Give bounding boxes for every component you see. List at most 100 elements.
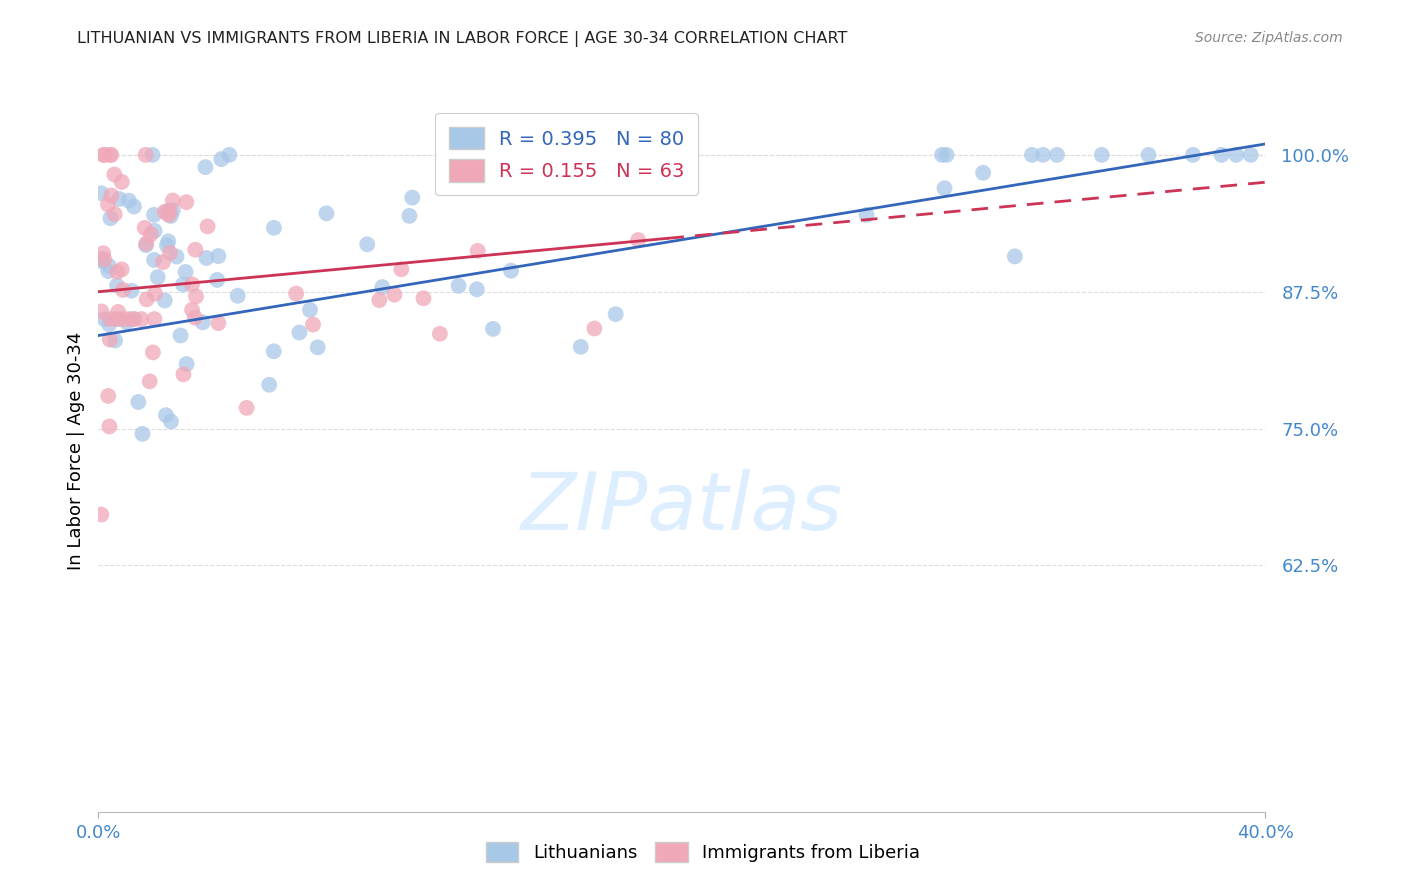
Point: [401, 191, 423, 205]
Point: [143, 224, 166, 238]
Point: [97, 389, 120, 403]
Point: [540, 148, 562, 162]
Y-axis label: In Labor Force | Age 30-34: In Labor Force | Age 30-34: [66, 331, 84, 570]
Point: [93, 312, 115, 326]
Text: LITHUANIAN VS IMMIGRANTS FROM LIBERIA IN LABOR FORCE | AGE 30-34 CORRELATION CHA: LITHUANIAN VS IMMIGRANTS FROM LIBERIA IN…: [77, 31, 848, 47]
Point: [184, 310, 207, 325]
Point: [934, 181, 956, 195]
Point: [98, 312, 121, 326]
Point: [583, 321, 606, 335]
Point: [315, 206, 337, 220]
Point: [197, 219, 219, 234]
Point: [97, 197, 120, 211]
Point: [166, 250, 188, 264]
Point: [162, 203, 184, 218]
Point: [157, 235, 180, 249]
Point: [98, 148, 121, 162]
Point: [135, 238, 157, 252]
Point: [499, 263, 522, 277]
Point: [104, 207, 127, 221]
Point: [209, 152, 232, 166]
Point: [412, 291, 434, 305]
Point: [90, 304, 112, 318]
Point: [181, 302, 204, 317]
Point: [100, 148, 122, 162]
Point: [107, 312, 129, 326]
Point: [1182, 148, 1205, 162]
Point: [111, 262, 134, 277]
Point: [100, 211, 122, 226]
Point: [122, 199, 145, 213]
Point: [104, 312, 127, 326]
Point: [482, 322, 505, 336]
Point: [184, 243, 207, 257]
Point: [117, 312, 139, 326]
Text: ZIPatlas: ZIPatlas: [520, 469, 844, 548]
Point: [631, 148, 654, 162]
Point: [131, 312, 153, 326]
Point: [93, 252, 115, 267]
Point: [139, 227, 162, 242]
Point: [90, 186, 112, 201]
Point: [207, 249, 229, 263]
Point: [172, 277, 194, 292]
Point: [174, 265, 197, 279]
Point: [398, 209, 420, 223]
Point: [121, 312, 143, 326]
Point: [1004, 249, 1026, 263]
Point: [855, 208, 877, 222]
Point: [205, 273, 228, 287]
Point: [124, 312, 146, 326]
Point: [627, 233, 650, 247]
Point: [141, 148, 163, 162]
Point: [429, 326, 451, 341]
Point: [98, 318, 121, 332]
Point: [90, 254, 112, 268]
Point: [105, 278, 128, 293]
Point: [931, 148, 953, 162]
Point: [184, 289, 207, 303]
Point: [97, 259, 120, 273]
Point: [195, 251, 218, 265]
Point: [135, 293, 157, 307]
Point: [108, 192, 131, 206]
Point: [155, 408, 177, 422]
Point: [143, 208, 166, 222]
Point: [90, 252, 112, 266]
Point: [263, 220, 285, 235]
Point: [111, 312, 134, 326]
Point: [1211, 148, 1233, 162]
Point: [98, 333, 121, 347]
Point: [447, 278, 470, 293]
Point: [159, 246, 181, 260]
Point: [160, 415, 183, 429]
Point: [389, 262, 412, 277]
Point: [107, 305, 129, 319]
Point: [176, 195, 198, 210]
Point: [1032, 148, 1054, 162]
Point: [569, 340, 592, 354]
Point: [288, 326, 311, 340]
Point: [172, 368, 194, 382]
Point: [105, 265, 128, 279]
Point: [194, 160, 217, 174]
Point: [118, 194, 141, 208]
Point: [235, 401, 257, 415]
Point: [93, 148, 115, 162]
Point: [1021, 148, 1043, 162]
Point: [1240, 148, 1263, 162]
Point: [159, 209, 181, 223]
Point: [146, 270, 169, 285]
Point: [111, 175, 134, 189]
Point: [368, 293, 391, 307]
Point: [298, 302, 321, 317]
Point: [98, 419, 121, 434]
Point: [157, 208, 180, 222]
Point: [176, 357, 198, 371]
Point: [159, 203, 181, 218]
Point: [496, 148, 519, 162]
Point: [138, 374, 160, 388]
Point: [135, 236, 157, 251]
Point: [371, 280, 394, 294]
Point: [1046, 148, 1069, 162]
